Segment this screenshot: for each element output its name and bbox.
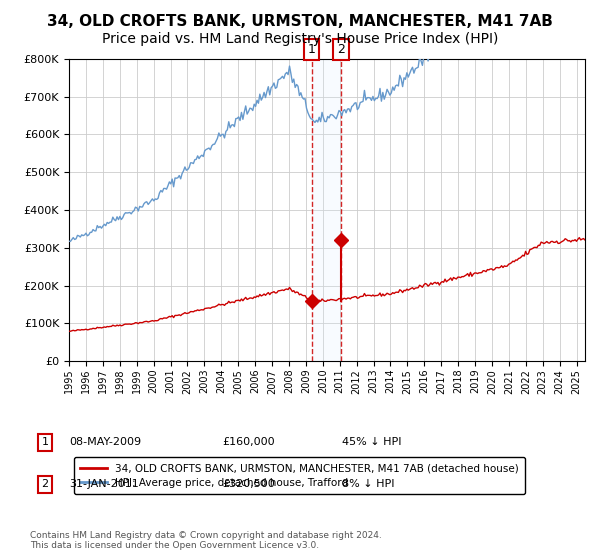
Text: Contains HM Land Registry data © Crown copyright and database right 2024.
This d: Contains HM Land Registry data © Crown c…: [30, 530, 382, 550]
Text: £320,500: £320,500: [222, 479, 275, 489]
Text: £160,000: £160,000: [222, 437, 275, 447]
Text: 8% ↓ HPI: 8% ↓ HPI: [342, 479, 395, 489]
Text: 2: 2: [337, 43, 345, 56]
Text: 1: 1: [41, 437, 49, 447]
Text: 45% ↓ HPI: 45% ↓ HPI: [342, 437, 401, 447]
Bar: [312, 59, 341, 361]
Text: 08-MAY-2009: 08-MAY-2009: [69, 437, 141, 447]
Text: Price paid vs. HM Land Registry's House Price Index (HPI): Price paid vs. HM Land Registry's House …: [102, 32, 498, 46]
Text: 1: 1: [308, 43, 316, 56]
Text: 31-JAN-2011: 31-JAN-2011: [69, 479, 139, 489]
Legend: 34, OLD CROFTS BANK, URMSTON, MANCHESTER, M41 7AB (detached house), HPI: Average: 34, OLD CROFTS BANK, URMSTON, MANCHESTER…: [74, 457, 525, 494]
Text: 2: 2: [41, 479, 49, 489]
Text: 34, OLD CROFTS BANK, URMSTON, MANCHESTER, M41 7AB: 34, OLD CROFTS BANK, URMSTON, MANCHESTER…: [47, 14, 553, 29]
